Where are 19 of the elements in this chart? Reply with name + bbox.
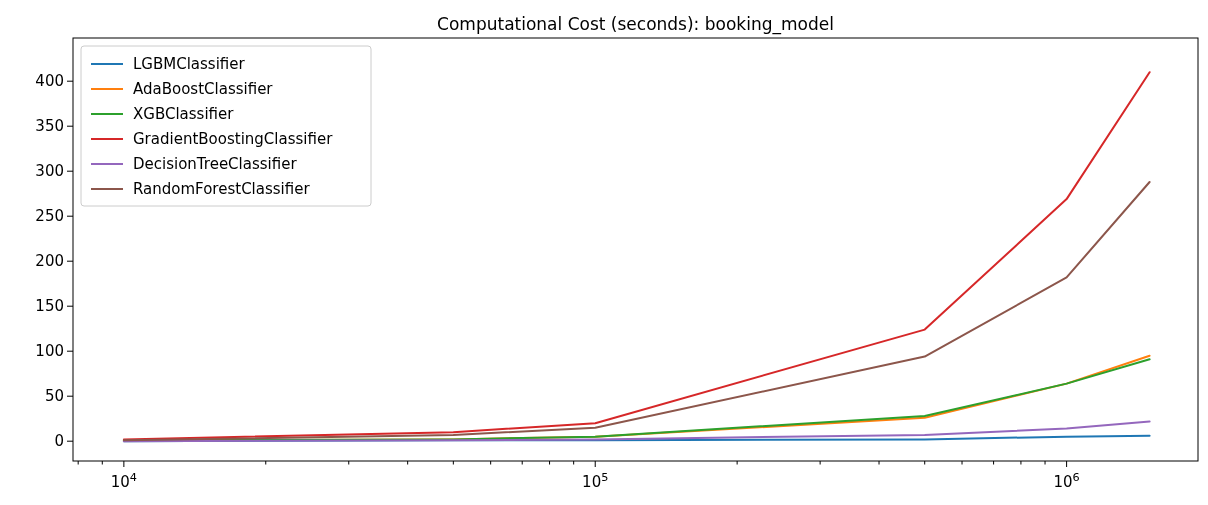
y-tick-label: 350 (35, 117, 64, 136)
y-tick-label: 300 (35, 162, 64, 181)
y-tick-label: 250 (35, 207, 64, 226)
y-tick-label: 0 (54, 432, 64, 451)
y-tick-label: 100 (35, 342, 64, 361)
legend-label: DecisionTreeClassifier (133, 155, 298, 174)
x-tick-label: 10$^{6}$ (1053, 470, 1080, 491)
y-tick-label: 50 (44, 387, 64, 406)
x-tick-label: 10$^{4}$ (110, 470, 137, 491)
y-tick-label: 200 (35, 252, 64, 271)
legend-label: XGBClassifier (133, 105, 235, 124)
legend-label: LGBMClassifier (133, 55, 246, 74)
chart-title: Computational Cost (seconds): booking_model (437, 14, 834, 35)
legend-label: GradientBoostingClassifier (133, 130, 334, 149)
x-tick-label: 10$^{5}$ (582, 470, 609, 491)
y-tick-label: 150 (35, 297, 64, 316)
legend-label: RandomForestClassifier (133, 180, 311, 199)
y-tick-label: 400 (35, 72, 64, 91)
legend-label: AdaBoostClassifier (133, 80, 274, 99)
